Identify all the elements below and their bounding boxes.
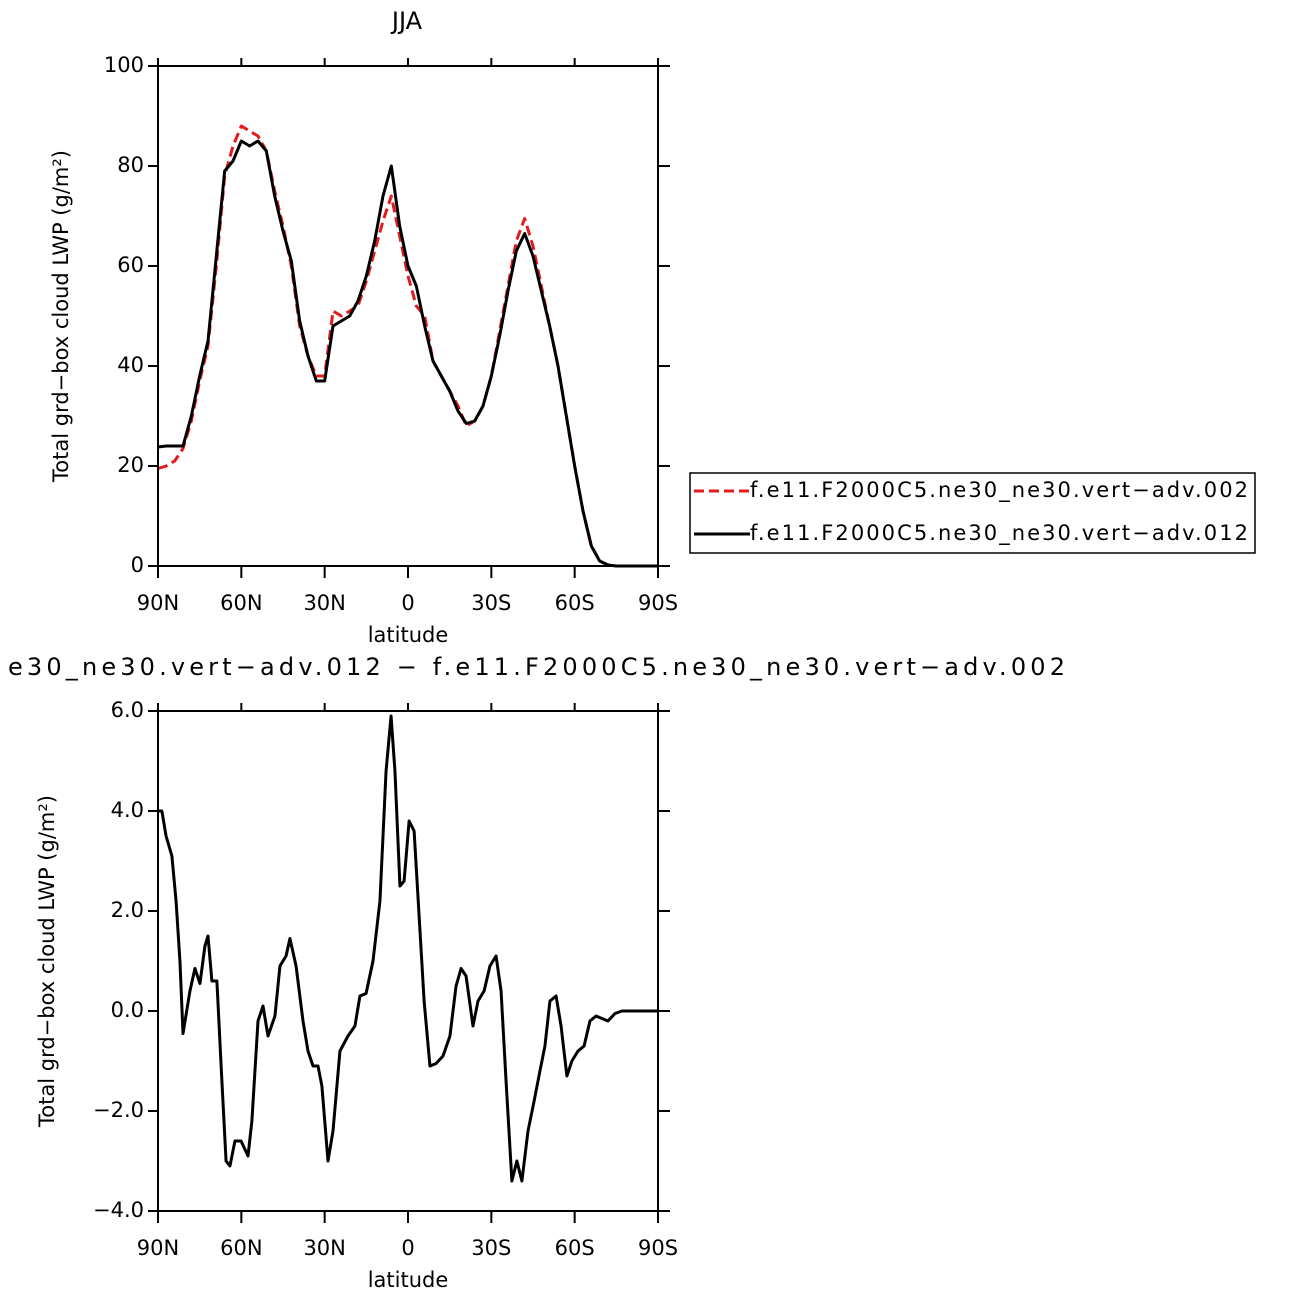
x-tick-label: 90S bbox=[638, 591, 678, 615]
x-tick-label: 90N bbox=[137, 1236, 179, 1260]
y-tick-label: 0.0 bbox=[111, 998, 144, 1022]
x-tick-label: 30N bbox=[303, 591, 345, 615]
y-tick-label: 40 bbox=[117, 353, 144, 377]
x-tick-label: 30S bbox=[471, 591, 511, 615]
legend-label: f.e11.F2000C5.ne30_ne30.vert−adv.002 bbox=[750, 478, 1248, 503]
y-tick-label: −4.0 bbox=[93, 1198, 144, 1222]
x-axis-label: latitude bbox=[368, 1268, 449, 1292]
data-line bbox=[157, 124, 658, 568]
x-tick-label: 90S bbox=[638, 1236, 678, 1260]
x-tick-label: 0 bbox=[401, 591, 414, 615]
y-tick-label: 2.0 bbox=[111, 898, 144, 922]
chart-title: JJA bbox=[390, 7, 423, 35]
y-tick-label: 6.0 bbox=[111, 698, 144, 722]
x-tick-label: 60S bbox=[555, 591, 595, 615]
x-tick-label: 60N bbox=[220, 591, 262, 615]
chart-title: e30_ne30.vert−adv.012 − f.e11.F2000C5.ne… bbox=[8, 653, 1065, 681]
x-tick-label: 60N bbox=[220, 1236, 262, 1260]
plot-frame bbox=[157, 710, 659, 1212]
x-tick-label: 90N bbox=[137, 591, 179, 615]
x-axis-label: latitude bbox=[368, 623, 449, 647]
plot-frame bbox=[157, 65, 659, 567]
y-tick-label: 0 bbox=[131, 553, 144, 577]
legend-label: f.e11.F2000C5.ne30_ne30.vert−adv.012 bbox=[750, 521, 1248, 546]
y-tick-label: 4.0 bbox=[111, 798, 144, 822]
y-tick-label: 60 bbox=[117, 253, 144, 277]
x-tick-label: 30N bbox=[303, 1236, 345, 1260]
data-line bbox=[157, 139, 658, 568]
data-line bbox=[158, 714, 658, 1183]
x-tick-label: 60S bbox=[555, 1236, 595, 1260]
y-axis-label: Total grd−box cloud LWP (g/m²) bbox=[35, 795, 59, 1128]
x-tick-label: 30S bbox=[471, 1236, 511, 1260]
x-tick-label: 0 bbox=[401, 1236, 414, 1260]
y-tick-label: −2.0 bbox=[93, 1098, 144, 1122]
y-tick-label: 80 bbox=[117, 153, 144, 177]
legend-box bbox=[689, 472, 1256, 554]
y-tick-label: 20 bbox=[117, 453, 144, 477]
y-axis-label: Total grd−box cloud LWP (g/m²) bbox=[49, 150, 73, 483]
y-tick-label: 100 bbox=[104, 53, 144, 77]
